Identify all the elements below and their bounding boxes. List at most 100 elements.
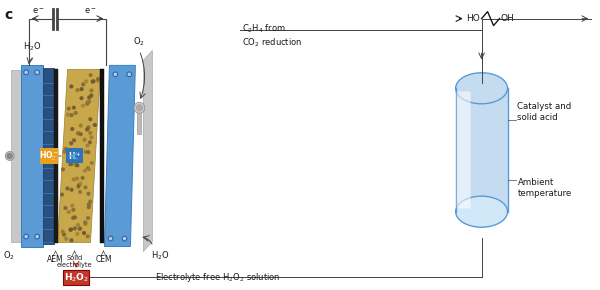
Polygon shape xyxy=(53,69,58,242)
Circle shape xyxy=(61,230,64,233)
FancyBboxPatch shape xyxy=(500,87,502,213)
FancyBboxPatch shape xyxy=(62,270,89,285)
FancyBboxPatch shape xyxy=(502,87,503,213)
Circle shape xyxy=(76,89,79,92)
Polygon shape xyxy=(11,70,20,242)
Circle shape xyxy=(90,94,92,97)
Circle shape xyxy=(89,118,92,121)
Circle shape xyxy=(88,96,91,99)
FancyBboxPatch shape xyxy=(474,87,476,213)
Text: c: c xyxy=(5,8,13,22)
Circle shape xyxy=(67,211,70,213)
Polygon shape xyxy=(43,68,53,244)
Circle shape xyxy=(70,228,73,231)
Circle shape xyxy=(84,221,86,224)
Circle shape xyxy=(25,235,27,238)
Circle shape xyxy=(69,229,72,231)
Circle shape xyxy=(65,237,68,240)
Circle shape xyxy=(86,128,89,131)
Ellipse shape xyxy=(455,73,508,104)
Text: AEM: AEM xyxy=(47,255,64,264)
Circle shape xyxy=(84,222,87,225)
Circle shape xyxy=(74,112,77,114)
Ellipse shape xyxy=(455,196,508,227)
Circle shape xyxy=(77,184,80,186)
Circle shape xyxy=(89,131,92,134)
Circle shape xyxy=(89,141,91,144)
Circle shape xyxy=(70,162,73,165)
FancyBboxPatch shape xyxy=(482,87,484,213)
Circle shape xyxy=(79,227,82,230)
Circle shape xyxy=(79,182,82,185)
Circle shape xyxy=(114,73,116,75)
Circle shape xyxy=(89,200,92,203)
Polygon shape xyxy=(104,65,136,246)
Text: Electrolyte-free H$_2$O$_2$ solution: Electrolyte-free H$_2$O$_2$ solution xyxy=(155,271,281,284)
Circle shape xyxy=(72,216,74,219)
FancyBboxPatch shape xyxy=(483,87,485,213)
FancyBboxPatch shape xyxy=(488,87,490,213)
Circle shape xyxy=(87,151,90,153)
Circle shape xyxy=(80,88,83,90)
Text: HO$_2^-$: HO$_2^-$ xyxy=(38,149,59,163)
Circle shape xyxy=(35,70,40,75)
Circle shape xyxy=(64,148,67,150)
Text: H$_2$O: H$_2$O xyxy=(23,41,42,53)
Text: CO$_2$ reduction: CO$_2$ reduction xyxy=(242,37,302,49)
Text: OH: OH xyxy=(500,14,514,23)
Circle shape xyxy=(88,168,91,171)
Text: O$_2$: O$_2$ xyxy=(2,249,14,262)
Circle shape xyxy=(84,186,87,189)
Circle shape xyxy=(71,161,74,164)
Circle shape xyxy=(87,192,90,195)
Circle shape xyxy=(122,236,127,241)
Circle shape xyxy=(83,169,86,172)
FancyBboxPatch shape xyxy=(459,87,461,213)
Circle shape xyxy=(70,114,73,117)
FancyBboxPatch shape xyxy=(468,87,470,213)
Circle shape xyxy=(128,73,130,75)
FancyBboxPatch shape xyxy=(455,88,508,212)
Polygon shape xyxy=(100,69,104,242)
Text: H$_2$O$_2$: H$_2$O$_2$ xyxy=(64,271,89,284)
Circle shape xyxy=(62,168,64,171)
FancyBboxPatch shape xyxy=(457,91,470,209)
Circle shape xyxy=(24,234,28,239)
Circle shape xyxy=(86,101,89,104)
FancyBboxPatch shape xyxy=(465,87,467,213)
Circle shape xyxy=(127,72,131,77)
Circle shape xyxy=(73,106,75,109)
Text: e$^-$: e$^-$ xyxy=(32,6,44,16)
FancyBboxPatch shape xyxy=(462,87,464,213)
Circle shape xyxy=(35,234,40,239)
Circle shape xyxy=(82,83,85,86)
Circle shape xyxy=(78,227,81,230)
Circle shape xyxy=(81,177,84,179)
Circle shape xyxy=(87,126,90,129)
FancyBboxPatch shape xyxy=(496,87,497,213)
Circle shape xyxy=(62,233,65,236)
Circle shape xyxy=(25,71,27,73)
Circle shape xyxy=(109,238,112,240)
Text: H$^+$: H$^+$ xyxy=(68,150,82,162)
Circle shape xyxy=(5,151,14,160)
Circle shape xyxy=(85,151,87,153)
FancyBboxPatch shape xyxy=(487,87,488,213)
Circle shape xyxy=(66,187,69,190)
Circle shape xyxy=(80,97,83,99)
Circle shape xyxy=(86,167,89,170)
FancyBboxPatch shape xyxy=(463,87,465,213)
Polygon shape xyxy=(20,65,43,246)
Circle shape xyxy=(97,77,100,80)
FancyBboxPatch shape xyxy=(485,87,487,213)
FancyBboxPatch shape xyxy=(493,87,494,213)
Polygon shape xyxy=(58,69,100,242)
Circle shape xyxy=(83,232,85,234)
FancyBboxPatch shape xyxy=(477,87,479,213)
Circle shape xyxy=(70,188,73,191)
Circle shape xyxy=(70,142,73,145)
FancyBboxPatch shape xyxy=(499,87,500,213)
FancyBboxPatch shape xyxy=(40,148,58,164)
Circle shape xyxy=(72,178,75,181)
Circle shape xyxy=(88,203,90,206)
